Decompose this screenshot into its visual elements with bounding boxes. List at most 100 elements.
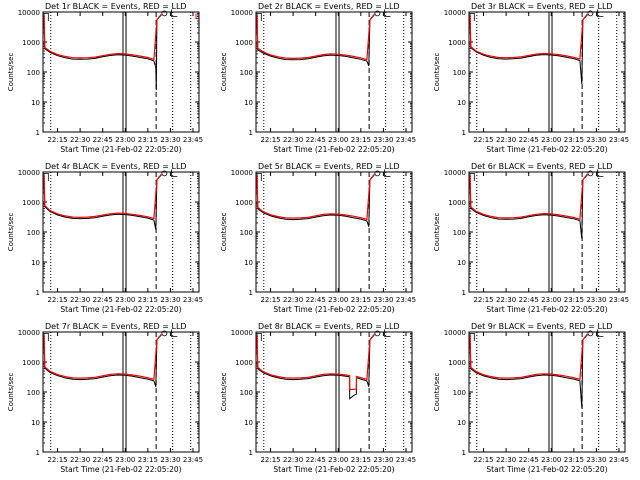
y-tick-label: 100 [453,229,466,237]
x-tick-label: 23:15 [351,296,371,304]
x-axis-label: Start Time (21-Feb-02 22:05:20) [486,145,607,154]
y-tick-label: 10 [457,419,466,427]
panel-1: Det 1r BLACK = Events, RED = LLD 1 10 100 10… [7,2,203,154]
x-axis-label: Start Time (21-Feb-02 22:05:20) [273,465,394,474]
y-tick-label: 1 [462,129,466,137]
x-tick-label: 23:00 [115,136,135,144]
x-tick-label: 22:30 [70,456,90,464]
saturation-marker [161,330,168,337]
series-lld-line [43,173,162,220]
x-tick-label: 23:15 [351,136,371,144]
start-marker [257,332,262,342]
panel-9: Det 9r BLACK = Events, RED = LLD 1 10 100 10… [433,322,629,474]
series-lld-line [43,13,162,61]
series-events-line [256,174,375,227]
y-tick-label: 10 [457,259,466,267]
panel-title: Det 4r BLACK = Events, RED = LLD [45,162,187,171]
panel-title: Det 6r BLACK = Events, RED = LLD [471,162,613,171]
saturation-marker [161,10,168,17]
x-tick-label: 23:15 [138,456,158,464]
y-tick-label: 1000 [235,39,253,47]
start-marker [44,332,49,342]
panel-title: Det 2r BLACK = Events, RED = LLD [258,2,400,11]
saturation-marker [587,10,594,17]
y-tick-label: 1 [36,129,40,137]
x-tick-label: 23:45 [396,136,416,144]
y-tick-label: 10 [244,99,253,107]
saturation-marker [587,330,594,337]
x-axis-label: Start Time (21-Feb-02 22:05:20) [486,465,607,474]
y-tick-label: 10000 [231,329,253,337]
panel-title: Det 5r BLACK = Events, RED = LLD [258,162,400,171]
y-tick-label: 10 [31,259,40,267]
x-tick-label: 23:15 [138,296,158,304]
x-tick-label: 22:15 [47,136,67,144]
series-lld-line [469,173,588,220]
x-tick-label: 22:15 [260,296,280,304]
y-tick-label: 100 [27,69,40,77]
panel-2: Det 2r BLACK = Events, RED = LLD 1 10 100 10… [220,2,416,154]
x-tick-label: 23:30 [160,296,180,304]
saturation-marker [161,170,168,177]
series-events-line [256,334,375,400]
saturation-bracket [596,329,604,337]
panel-title: Det 1r BLACK = Events, RED = LLD [45,2,187,11]
series-lld-line [469,333,588,381]
plot-frame [42,331,200,453]
y-tick-label: 1000 [22,39,40,47]
y-tick-label: 1 [249,289,253,297]
y-tick-label: 10000 [18,329,40,337]
y-tick-label: 10000 [231,169,253,177]
x-tick-label: 23:30 [373,456,393,464]
x-tick-label: 23:00 [115,456,135,464]
x-tick-label: 23:00 [115,296,135,304]
plot-frame [468,331,626,453]
y-tick-label: 10 [244,259,253,267]
y-axis-label: Counts/sec [220,213,228,252]
x-tick-label: 22:15 [47,296,67,304]
x-tick-label: 22:30 [283,136,303,144]
series-events-line [256,14,375,67]
panel-5: Det 5r BLACK = Events, RED = LLD 1 10 100 10… [220,162,416,314]
saturation-bracket [596,9,604,17]
y-tick-label: 10 [31,99,40,107]
plot-frame [468,11,626,133]
y-tick-label: 10000 [231,9,253,17]
y-tick-label: 100 [240,69,253,77]
x-tick-label: 23:30 [160,456,180,464]
x-tick-label: 23:45 [183,456,203,464]
start-marker [44,12,49,22]
x-axis-label: Start Time (21-Feb-02 22:05:20) [273,305,394,314]
x-tick-label: 22:45 [93,136,113,144]
y-tick-label: 10000 [444,169,466,177]
y-tick-label: 10 [244,419,253,427]
y-axis-label: Counts/sec [220,53,228,92]
y-tick-label: 10000 [18,9,40,17]
x-tick-label: 22:30 [70,136,90,144]
start-marker [257,172,262,182]
saturation-marker [374,10,381,17]
saturation-bracket [170,329,178,337]
saturation-marker [587,170,594,177]
x-tick-label: 23:30 [373,296,393,304]
y-tick-label: 1000 [448,359,466,367]
y-tick-label: 1000 [22,199,40,207]
y-tick-label: 100 [453,389,466,397]
x-tick-label: 23:30 [160,136,180,144]
y-tick-label: 1000 [235,359,253,367]
x-tick-label: 22:45 [519,456,539,464]
panel-4: Det 4r BLACK = Events, RED = LLD 1 10 100 10… [7,162,203,314]
x-tick-label: 23:45 [183,136,203,144]
y-tick-label: 1000 [22,359,40,367]
x-tick-label: 23:00 [328,136,348,144]
y-axis-label: Counts/sec [433,373,441,412]
x-tick-label: 23:00 [541,296,561,304]
x-tick-label: 23:00 [541,456,561,464]
y-tick-label: 1 [462,449,466,457]
x-axis-label: Start Time (21-Feb-02 22:05:20) [60,145,181,154]
x-tick-label: 23:45 [609,456,629,464]
panel-title: Det 7r BLACK = Events, RED = LLD [45,322,187,331]
y-tick-label: 100 [27,389,40,397]
series-events-line [469,14,588,84]
x-tick-label: 22:15 [473,296,493,304]
